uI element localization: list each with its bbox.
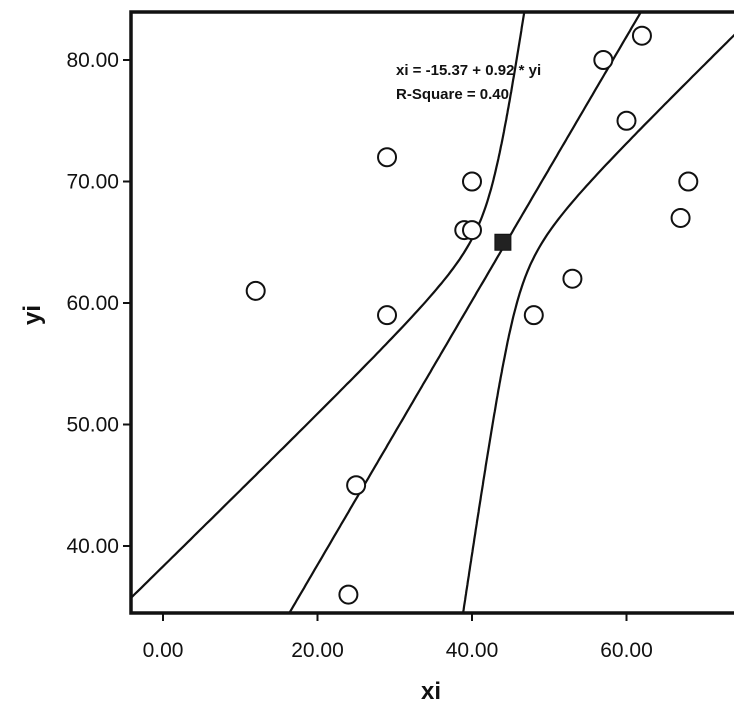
y-axis-title: yi	[19, 305, 46, 325]
data-point	[346, 475, 367, 496]
data-point	[562, 268, 583, 289]
plot-content	[131, 12, 734, 613]
x-tick-label: 20.00	[291, 639, 344, 662]
plot-frame	[129, 10, 734, 615]
x-axis-title: xi	[421, 678, 441, 705]
data-point	[462, 220, 482, 241]
mean-point-marker	[494, 233, 512, 251]
plot-layer	[129, 10, 734, 615]
lower-confidence-curve	[131, 12, 526, 600]
data-point	[245, 280, 266, 301]
data-point	[377, 147, 398, 168]
x-tick-label: 0.00	[143, 639, 184, 662]
data-point	[678, 171, 699, 192]
fit-line	[288, 12, 643, 613]
ticks-layer: 0.00 20.00 40.00 60.00 40.00 50.00 60.00 70.00 8…	[66, 49, 652, 662]
x-tick-label: 40.00	[446, 639, 499, 662]
r-square-label: R-Square = 0.40	[396, 86, 509, 103]
y-tick-label: 80.00	[66, 49, 119, 72]
y-tick-label: 40.00	[66, 535, 119, 558]
data-point	[377, 305, 398, 326]
x-tick-label: 60.00	[600, 639, 653, 662]
data-point	[523, 305, 544, 326]
data-point	[462, 171, 482, 192]
data-point	[631, 25, 652, 46]
data-point	[670, 207, 691, 228]
data-point	[616, 110, 637, 131]
y-tick-label: 50.00	[66, 414, 119, 437]
y-tick-label: 60.00	[66, 292, 119, 315]
upper-confidence-curve	[461, 33, 734, 613]
data-point	[338, 584, 359, 605]
data-point	[593, 50, 614, 70]
y-tick-label: 70.00	[66, 171, 119, 194]
fit-equation-label: xi = -15.37 + 0.92 * yi	[396, 62, 541, 79]
